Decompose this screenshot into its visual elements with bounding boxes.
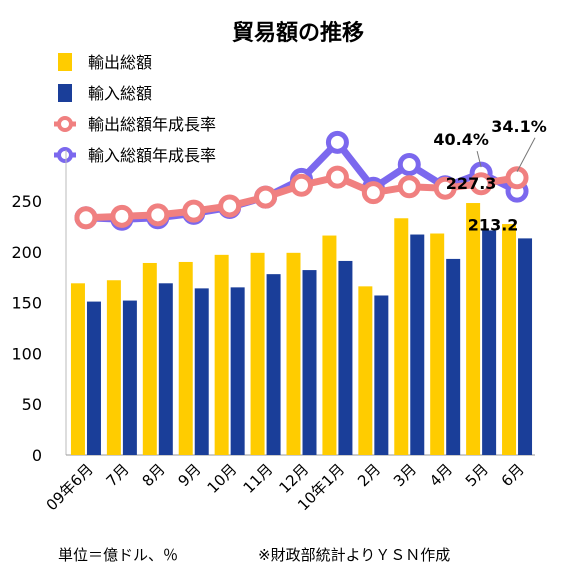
import-bar <box>86 301 101 455</box>
export-growth-point <box>469 172 493 196</box>
legend-label: 輸入総額年成長率 <box>88 146 216 165</box>
export-bar <box>502 224 517 455</box>
import-bar <box>446 258 461 455</box>
x-tick-label: 2月 <box>354 460 384 490</box>
data-label: 213.2 <box>468 215 519 234</box>
x-tick-label: 09年6月 <box>43 460 97 514</box>
import-bar <box>158 283 173 455</box>
legend-label: 輸出総額年成長率 <box>88 115 216 134</box>
import-growth-point <box>397 153 421 177</box>
data-label: 34.1% <box>491 117 547 136</box>
export-bar <box>214 254 229 455</box>
import-bar <box>266 274 281 455</box>
export-bar <box>466 203 481 455</box>
import-bar <box>482 230 497 455</box>
label-leader <box>476 150 482 168</box>
export-growth-point <box>325 165 349 189</box>
import-bar <box>194 288 209 455</box>
x-tick-label: 7月 <box>103 460 133 490</box>
export-bar <box>322 235 337 455</box>
data-labels: 227.3 213.2 40.4%34.1% <box>433 117 546 235</box>
export-growth-point <box>254 185 278 209</box>
chart-title: 貿易額の推移 <box>232 20 364 46</box>
legend-marker <box>57 116 73 132</box>
unit-note: 単位＝億ドル、％ <box>58 546 178 564</box>
label-leader <box>516 137 536 172</box>
x-tick-label: 11月 <box>240 460 277 497</box>
legend-marker <box>57 147 73 163</box>
export-bar <box>250 252 265 455</box>
export-bar <box>142 262 157 455</box>
x-tick-label: 8月 <box>139 460 169 490</box>
import-bar <box>122 300 137 455</box>
legend-label: 輸出総額 <box>88 53 152 72</box>
export-growth-point <box>182 199 206 223</box>
export-bar <box>394 218 409 455</box>
y-tick-label: 200 <box>11 243 42 262</box>
legend-swatch <box>58 53 72 71</box>
import-growth-point <box>325 130 349 154</box>
y-tick-label: 0 <box>32 446 42 465</box>
data-label: 40.4% <box>433 130 489 149</box>
data-label: 227.3 <box>446 174 497 193</box>
x-tick-label: 3月 <box>390 460 420 490</box>
export-growth-point <box>397 175 421 199</box>
legend-swatch <box>58 84 72 102</box>
y-tick-label: 250 <box>11 192 42 211</box>
x-tick-label: 9月 <box>174 460 204 490</box>
export-growth-point <box>361 181 385 205</box>
x-tick-label: 5月 <box>462 460 492 490</box>
export-bar <box>358 286 373 455</box>
import-bar <box>338 260 353 455</box>
export-growth-point <box>290 173 313 197</box>
bar-series <box>70 203 533 455</box>
import-bar <box>410 234 425 455</box>
export-bar <box>178 261 193 455</box>
legend-label: 輸入総額 <box>88 84 152 103</box>
x-tick-label: 4月 <box>426 460 456 490</box>
export-growth-point <box>146 203 170 227</box>
export-bar <box>430 233 445 455</box>
y-tick-label: 50 <box>22 395 42 414</box>
export-growth-point <box>218 194 242 218</box>
export-bar <box>286 252 301 455</box>
export-growth-point <box>74 206 98 230</box>
y-tick-label: 100 <box>11 344 42 363</box>
import-bar <box>518 238 533 455</box>
import-bar <box>230 287 245 455</box>
x-tick-label: 10月 <box>204 460 241 497</box>
x-tick-label: 6月 <box>498 460 528 490</box>
export-bar <box>106 280 121 455</box>
import-bar <box>302 270 317 455</box>
source-note: ※財政部統計よりＹＳＮ作成 <box>258 546 450 564</box>
import-bar <box>374 295 389 455</box>
export-growth-point <box>433 176 457 200</box>
export-growth-point <box>110 204 134 228</box>
export-bar <box>70 283 85 455</box>
export-growth-point <box>505 166 529 190</box>
line-series <box>74 130 529 231</box>
y-tick-label: 150 <box>11 294 42 313</box>
